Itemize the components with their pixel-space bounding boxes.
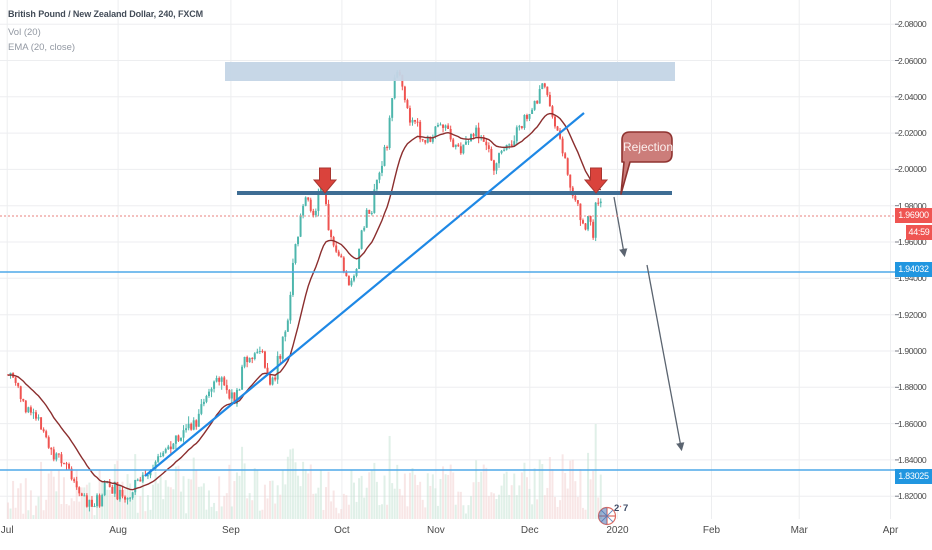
svg-text:Rejection: Rejection (623, 140, 673, 154)
svg-text:2: 2 (614, 503, 619, 514)
svg-text:7: 7 (623, 503, 628, 514)
